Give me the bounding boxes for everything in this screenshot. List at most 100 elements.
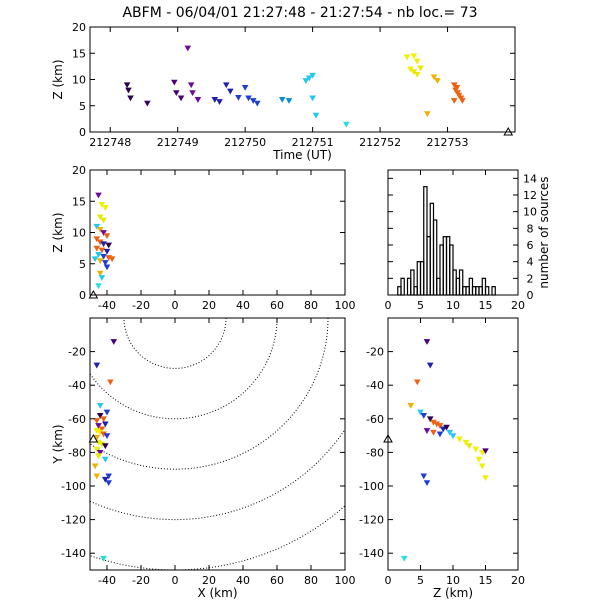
range-ring: [90, 318, 278, 420]
x-axis-label: Time (UT): [272, 148, 332, 162]
data-point: [107, 379, 114, 386]
x-tick-label: 80: [304, 574, 318, 587]
y-tick-label: 0: [79, 289, 86, 302]
y-tick-label: -20: [68, 346, 86, 359]
data-point: [100, 253, 107, 260]
y-tick-label: 5: [79, 258, 86, 271]
data-point: [343, 121, 350, 128]
x-tick-label: 60: [270, 574, 284, 587]
data-points: [91, 192, 116, 290]
y-axis-label: number of sources: [537, 176, 551, 288]
data-point: [189, 90, 196, 97]
x-axis-label: Z (km): [433, 586, 473, 600]
y-tick-label: 10: [523, 206, 537, 219]
x-tick-label: 212751: [292, 136, 334, 149]
data-point: [413, 379, 421, 386]
data-point: [96, 450, 104, 456]
data-point: [95, 283, 102, 290]
data-point: [241, 84, 249, 91]
data-point: [423, 339, 431, 345]
data-point: [95, 192, 102, 199]
data-point: [446, 429, 454, 436]
plot-frame: [89, 317, 346, 571]
x-tick-label: 10: [446, 574, 460, 587]
data-point: [127, 95, 134, 102]
data-point: [98, 247, 106, 254]
data-point: [285, 98, 293, 104]
y-tick-label: 0: [527, 289, 534, 302]
data-point: [98, 201, 106, 208]
data-point: [105, 480, 112, 487]
data-point: [105, 242, 112, 249]
x-height-panel: -40 -20 0 20 40 60 80 100 0 5 10 15 20 Z (km): [51, 164, 356, 312]
data-point: [423, 428, 431, 434]
data-point: [426, 362, 434, 369]
x-tick-label: -20: [132, 299, 150, 312]
data-point: [93, 223, 101, 230]
y-tick-label: 5: [79, 100, 86, 113]
data-point: [93, 362, 101, 369]
data-point: [443, 424, 450, 431]
y-tick-label: -80: [68, 446, 86, 459]
y-tick-label: 8: [527, 222, 534, 235]
figure-title: ABFM - 06/04/01 21:27:48 - 21:27:54 - nb…: [122, 5, 477, 21]
data-point: [227, 88, 234, 95]
data-point: [459, 98, 466, 104]
x-tick-label: -40: [98, 299, 116, 312]
data-point: [102, 205, 109, 211]
x-tick-label: 0: [172, 299, 179, 312]
y-tick-label: -40: [366, 379, 384, 392]
data-point: [430, 429, 437, 436]
data-point: [400, 555, 408, 562]
data-point: [93, 473, 101, 480]
data-point: [98, 426, 106, 433]
data-point: [478, 450, 486, 456]
data-point: [439, 426, 447, 433]
x-tick-label: 20: [511, 574, 525, 587]
x-tick-label: 15: [479, 574, 493, 587]
histogram-bar: [400, 277, 405, 296]
data-point: [426, 416, 434, 423]
data-point: [96, 214, 104, 221]
x-tick-label: 20: [202, 574, 216, 587]
y-tick-label: -120: [359, 514, 384, 527]
x-tick-label: 80: [304, 299, 318, 312]
data-point: [103, 264, 111, 271]
data-point: [96, 270, 104, 277]
data-point: [312, 112, 320, 119]
x-tick-label: 0: [385, 299, 392, 312]
data-point: [222, 82, 230, 89]
data-point: [430, 74, 438, 81]
x-tick-label: 212753: [427, 136, 469, 149]
data-point: [105, 473, 112, 480]
y-tick-label: -60: [366, 413, 384, 426]
x-tick-label: 100: [335, 299, 356, 312]
data-point: [417, 65, 424, 72]
y-tick-label: 12: [523, 189, 537, 202]
data-point: [453, 84, 461, 91]
data-point: [478, 463, 486, 470]
data-point: [96, 413, 104, 419]
data-points: [123, 45, 466, 128]
data-point: [102, 443, 109, 450]
data-point: [110, 339, 118, 345]
x-tick-label: 20: [511, 299, 525, 312]
y-axis-label: Y (km): [51, 424, 65, 464]
data-point: [102, 456, 109, 463]
data-point: [100, 241, 107, 248]
data-point: [171, 79, 178, 86]
x-tick-label: 212748: [89, 136, 131, 149]
data-point: [462, 439, 470, 446]
y-tick-label: -120: [61, 514, 86, 527]
y-axis-label: Z (km): [51, 59, 65, 99]
y-tick-label: -80: [366, 446, 384, 459]
data-point: [103, 233, 111, 240]
plot-frame: [387, 317, 519, 571]
data-point: [449, 433, 457, 440]
data-point: [95, 251, 102, 258]
range-ring: [90, 428, 345, 521]
data-point: [413, 58, 421, 65]
data-point: [407, 402, 415, 409]
y-tick-label: -60: [68, 413, 86, 426]
